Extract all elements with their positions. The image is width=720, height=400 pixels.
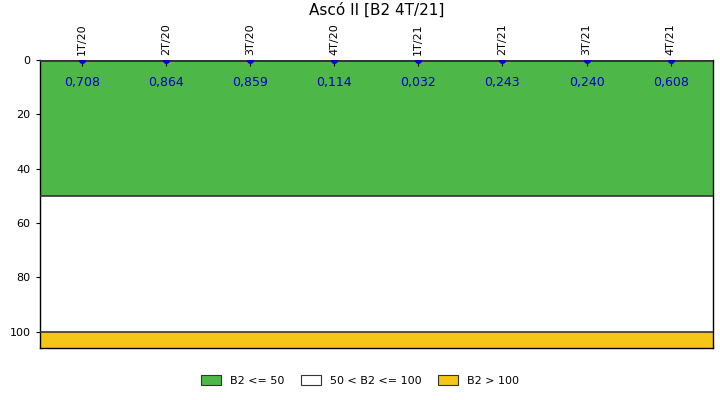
Text: 0,240: 0,240 <box>569 76 605 89</box>
Bar <box>40 196 713 332</box>
Text: 0,114: 0,114 <box>316 76 352 89</box>
Text: 0,608: 0,608 <box>653 76 688 89</box>
Bar <box>40 60 713 196</box>
Text: 0,243: 0,243 <box>485 76 521 89</box>
Bar <box>40 332 713 348</box>
Text: 0,708: 0,708 <box>63 76 99 89</box>
Text: 0,032: 0,032 <box>400 76 436 89</box>
Title: Ascó II [B2 4T/21]: Ascó II [B2 4T/21] <box>308 3 444 18</box>
Text: 0,859: 0,859 <box>232 76 268 89</box>
Text: 0,864: 0,864 <box>148 76 184 89</box>
Legend: B2 <= 50, 50 < B2 <= 100, B2 > 100: B2 <= 50, 50 < B2 <= 100, B2 > 100 <box>197 371 523 390</box>
